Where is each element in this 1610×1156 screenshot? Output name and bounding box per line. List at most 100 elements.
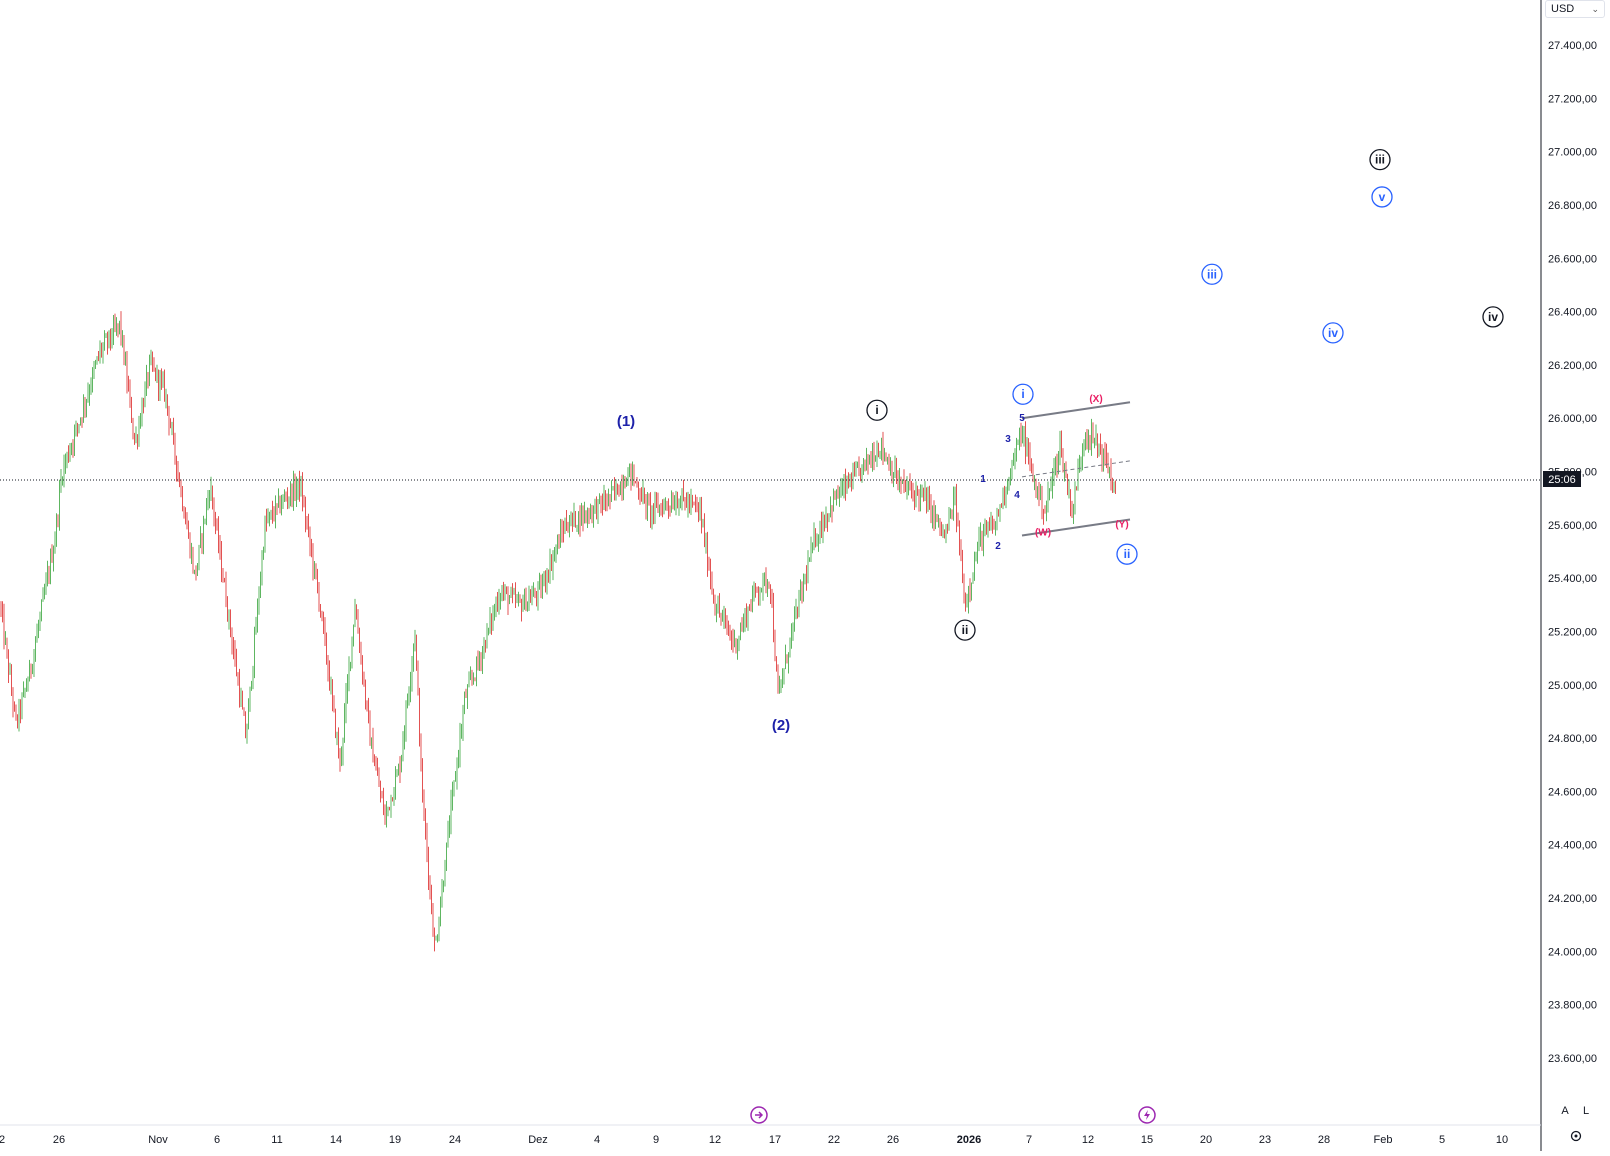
price-axis-label: 26.200,00	[1548, 360, 1597, 372]
log-scale-button[interactable]: L	[1582, 1105, 1590, 1117]
channel-lower-line	[1021, 518, 1131, 537]
price-axis-label: 26.800,00	[1548, 200, 1597, 212]
svg-text:3: 3	[1005, 434, 1011, 445]
time-axis-label: 7	[1026, 1134, 1032, 1146]
price-axis-label: 24.800,00	[1548, 733, 1597, 745]
svg-text:(1): (1)	[617, 413, 635, 430]
svg-text:(X): (X)	[1089, 394, 1102, 405]
svg-text:iv: iv	[1328, 326, 1338, 340]
channel-upper-line	[1021, 401, 1131, 420]
current-price-badge-label: 25:06	[1548, 474, 1576, 486]
wave-label[interactable]: 3	[1005, 434, 1011, 445]
wave-label[interactable]: (1)	[617, 413, 635, 430]
price-axis-label: 26.600,00	[1548, 253, 1597, 265]
time-axis-label: 12	[1082, 1134, 1094, 1146]
svg-text:i: i	[875, 403, 878, 417]
time-axis-label: 23	[1259, 1134, 1271, 1146]
channel-mid-line	[1021, 460, 1131, 478]
forward-arrow-circle-icon[interactable]	[750, 1106, 768, 1124]
wave-channel	[1021, 401, 1131, 537]
time-axis-label: 28	[1318, 1134, 1330, 1146]
currency-select[interactable]: USD ⌄	[1545, 0, 1605, 18]
price-axis-label: 24.400,00	[1548, 840, 1597, 852]
time-axis-label: 14	[330, 1134, 342, 1146]
time-axis-label: 20	[1200, 1134, 1212, 1146]
svg-text:(2): (2)	[772, 717, 790, 734]
svg-text:ii: ii	[1124, 547, 1131, 561]
price-axis-label: 26.400,00	[1548, 307, 1597, 319]
price-axis-label: 24.600,00	[1548, 786, 1597, 798]
wave-label[interactable]: ii	[954, 619, 976, 641]
price-axis-label: 25.200,00	[1548, 626, 1597, 638]
wave-label[interactable]: iv	[1482, 306, 1504, 328]
price-axis-label: 24.200,00	[1548, 893, 1597, 905]
price-axis-label: 26.000,00	[1548, 413, 1597, 425]
svg-text:iii: iii	[1207, 267, 1217, 281]
svg-text:4: 4	[1014, 490, 1020, 501]
svg-text:ii: ii	[962, 623, 969, 637]
currency-value: USD	[1551, 3, 1575, 15]
wave-label[interactable]: (X)	[1089, 394, 1102, 405]
chevron-down-icon: ⌄	[1591, 3, 1599, 14]
time-axis-label: 19	[389, 1134, 401, 1146]
auto-scale-button[interactable]: A	[1561, 1105, 1569, 1117]
wave-label[interactable]: (2)	[772, 717, 790, 734]
time-axis-label: 12	[709, 1134, 721, 1146]
time-axis-label: 26	[53, 1134, 65, 1146]
time-axis-label: 15	[1141, 1134, 1153, 1146]
wave-label[interactable]: ii	[1116, 543, 1138, 565]
price-axis-label: 23.800,00	[1548, 1000, 1597, 1012]
time-axis-label: 9	[653, 1134, 659, 1146]
time-axis-label: 17	[769, 1134, 781, 1146]
time-axis-label: 4	[594, 1134, 600, 1146]
time-axis-label: 6	[214, 1134, 220, 1146]
svg-text:1: 1	[980, 474, 986, 485]
gear-icon[interactable]	[1568, 1128, 1584, 1144]
wave-label[interactable]: i	[866, 399, 888, 421]
wave-label[interactable]: 1	[980, 474, 986, 485]
candles-layer	[0, 311, 1116, 952]
time-axis-label: 2026	[957, 1134, 981, 1146]
svg-text:i: i	[1021, 387, 1024, 401]
time-axis-label: 10	[1496, 1134, 1508, 1146]
lightning-circle-icon[interactable]	[1138, 1106, 1156, 1124]
wave-label[interactable]: 4	[1014, 490, 1020, 501]
price-axis-label: 25.000,00	[1548, 680, 1597, 692]
time-axis-label: 24	[449, 1134, 461, 1146]
wave-label[interactable]: 2	[995, 541, 1001, 552]
time-axis-label: Nov	[148, 1134, 168, 1146]
wave-label[interactable]: iv	[1322, 322, 1344, 344]
time-axis-label: Dez	[528, 1134, 548, 1146]
price-axis-label: 27.200,00	[1548, 93, 1597, 105]
wave-label[interactable]: (Y)	[1115, 520, 1128, 531]
wave-label[interactable]: (W)	[1035, 528, 1051, 539]
wave-label[interactable]: i	[1012, 383, 1034, 405]
current-price-badge	[1543, 471, 1581, 487]
time-axis-label: 22	[828, 1134, 840, 1146]
price-axis-label: 25.400,00	[1548, 573, 1597, 585]
svg-text:v: v	[1379, 190, 1386, 204]
svg-text:iv: iv	[1488, 310, 1498, 324]
time-axis-label: 5	[1439, 1134, 1445, 1146]
wave-label[interactable]: v	[1371, 186, 1393, 208]
price-axis: 27.400,00 27.200,00 27.000,00 26.800,00 26.6…	[1548, 40, 1597, 1065]
time-axis-label: Feb	[1374, 1134, 1393, 1146]
svg-text:iii: iii	[1375, 153, 1385, 167]
price-axis-label: 27.400,00	[1548, 40, 1597, 52]
time-axis-label: 26	[887, 1134, 899, 1146]
price-axis-label: 23.600,00	[1548, 1053, 1597, 1065]
svg-text:(W): (W)	[1035, 528, 1051, 539]
time-axis: 2 26 Nov 6 11 14 19 24 Dez 4 9 12 17 22 26 2026 7 12 15 20 2…	[0, 1134, 1508, 1146]
price-axis-label: 24.000,00	[1548, 946, 1597, 958]
wave-label[interactable]: iii	[1201, 263, 1223, 285]
price-axis-label: 25.600,00	[1548, 520, 1597, 532]
wave-label[interactable]: iii	[1369, 148, 1391, 171]
wave-label[interactable]: 5	[1019, 413, 1025, 424]
svg-text:(Y): (Y)	[1115, 520, 1128, 531]
svg-text:5: 5	[1019, 413, 1025, 424]
price-axis-label: 27.000,00	[1548, 147, 1597, 159]
time-axis-label: 2	[0, 1134, 5, 1146]
